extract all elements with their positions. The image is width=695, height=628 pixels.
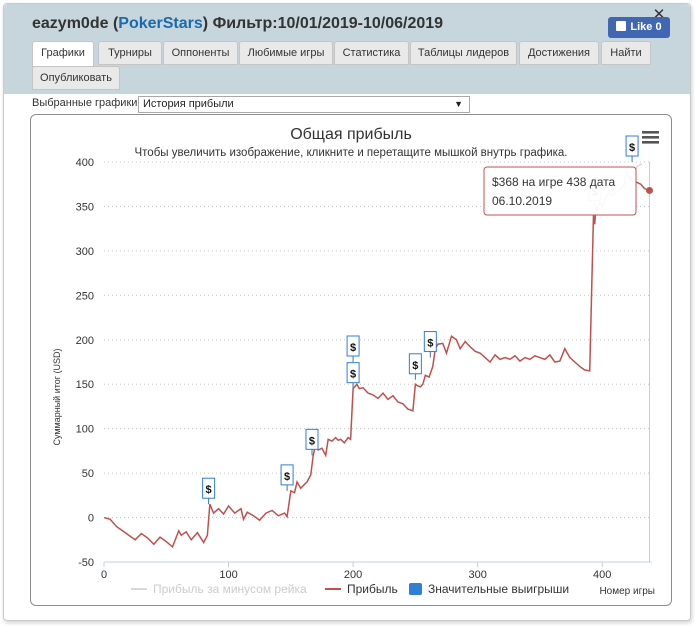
- big-win-flag-label: $: [427, 338, 433, 350]
- profit-chart[interactable]: Общая прибыль Чтобы увеличить изображени…: [31, 115, 671, 605]
- tooltip: $368 на игре 438 дата 06.10.2019: [483, 166, 654, 216]
- x-tick-label: 100: [219, 569, 237, 581]
- like-button[interactable]: Like 0: [608, 17, 670, 38]
- big-win-flag: $: [346, 335, 360, 362]
- big-win-flag-label: $: [350, 342, 356, 354]
- tab-tournaments[interactable]: Турниры: [98, 41, 162, 65]
- tab-favorite-games[interactable]: Любимые игры: [239, 41, 333, 65]
- big-win-flag-box: [346, 362, 360, 384]
- tab-leaderboards[interactable]: Таблицы лидеров: [410, 41, 517, 65]
- like-label: Like 0: [630, 21, 662, 33]
- facebook-like-icon: [616, 21, 627, 31]
- big-win-flag: $: [346, 362, 360, 389]
- big-win-flag: $: [280, 464, 294, 491]
- big-win-flag-label: $: [629, 142, 635, 154]
- chart-container[interactable]: Общая прибыль Чтобы увеличить изображени…: [30, 114, 672, 606]
- big-win-flag-box: [408, 353, 422, 375]
- tab-graphs[interactable]: Графики: [32, 41, 94, 67]
- window-title: eazym0de (PokerStars) Фильтр:10/01/2019-…: [32, 15, 444, 32]
- chart-select-label: Выбранные графики:: [32, 97, 141, 109]
- big-win-flag: $: [202, 477, 216, 505]
- y-tick-label: 350: [76, 201, 94, 213]
- y-tick-label: 0: [88, 513, 94, 525]
- tab-search[interactable]: Найти: [601, 41, 651, 65]
- chevron-down-icon: ▼: [454, 99, 463, 109]
- x-axis-title: Номер игры: [599, 586, 655, 597]
- chart-subtitle: Чтобы увеличить изображение, кликните и …: [135, 147, 568, 159]
- tooltip-point: [646, 186, 654, 194]
- tab-publish[interactable]: Опубликовать: [32, 66, 120, 90]
- big-win-flag-label: $: [412, 360, 418, 372]
- big-win-flag-box: [346, 335, 360, 357]
- big-win-flag-label: $: [284, 471, 290, 483]
- y-tick-label: 250: [76, 290, 94, 302]
- big-win-flag-box: [202, 477, 216, 499]
- chart-select-value: История прибыли: [143, 98, 234, 110]
- y-tick-label: 400: [76, 157, 94, 169]
- big-win-flag-label: $: [206, 484, 212, 496]
- legend-swatch-big-wins: [409, 583, 422, 595]
- y-tick-label: 300: [76, 246, 94, 258]
- tab-achievements[interactable]: Достижения: [519, 41, 599, 65]
- hamburger-menu-icon[interactable]: [642, 131, 659, 144]
- site-name[interactable]: PokerStars: [118, 15, 203, 32]
- chart-title: Общая прибыль: [290, 126, 412, 143]
- tab-statistics[interactable]: Статистика: [334, 41, 409, 65]
- x-tick-label: 200: [344, 569, 362, 581]
- big-win-flag: $: [625, 135, 639, 162]
- big-win-flag-label: $: [350, 369, 356, 381]
- tab-opponents[interactable]: Оппоненты: [163, 41, 238, 65]
- tooltip-box: [483, 166, 637, 216]
- legend: Прибыль за минусом рейка Прибыль Значитель…: [131, 582, 569, 596]
- x-tick-label: 400: [593, 569, 611, 581]
- big-win-flag-label: $: [309, 435, 315, 447]
- big-win-flag-box: [280, 464, 294, 486]
- y-tick-label: 50: [82, 468, 94, 480]
- axes: -50 0 50 100 150 200 250 300 350 400 0 100 200 300 400: [76, 157, 652, 581]
- date-filter: Фильтр:10/01/2019-10/06/2019: [212, 15, 444, 32]
- legend-label-profit: Прибыль: [347, 582, 398, 596]
- graph-window: eazym0de (PokerStars) Фильтр:10/01/2019-…: [3, 3, 691, 621]
- big-win-flag: $: [408, 353, 422, 380]
- series-line-profit: [103, 170, 650, 549]
- y-tick-label: 100: [76, 424, 94, 436]
- big-win-flag: $: [423, 331, 437, 358]
- chart-select[interactable]: История прибыли ▼: [138, 96, 470, 113]
- series: [103, 162, 651, 562]
- window-header: eazym0de (PokerStars) Фильтр:10/01/2019-…: [4, 4, 690, 94]
- big-win-flag-box: [625, 135, 639, 157]
- tooltip-line-2: 06.10.2019: [492, 194, 552, 208]
- y-tick-label: -50: [78, 557, 94, 569]
- big-win-flag-box: [305, 428, 319, 450]
- tooltip-line-1: $368 на игре 438 дата: [492, 175, 616, 189]
- big-win-flag-box: [423, 331, 437, 353]
- x-tick-label: 0: [101, 569, 107, 581]
- y-tick-label: 150: [76, 379, 94, 391]
- y-axis-title: Суммарный итог (USD): [52, 348, 62, 445]
- legend-label-big-wins: Значительные выигрыши: [428, 582, 569, 596]
- y-tick-label: 200: [76, 335, 94, 347]
- big-win-flag: $: [305, 428, 319, 456]
- player-name: eazym0de: [32, 15, 109, 32]
- legend-label-rake: Прибыль за минусом рейка: [153, 582, 307, 596]
- x-tick-label: 300: [468, 569, 486, 581]
